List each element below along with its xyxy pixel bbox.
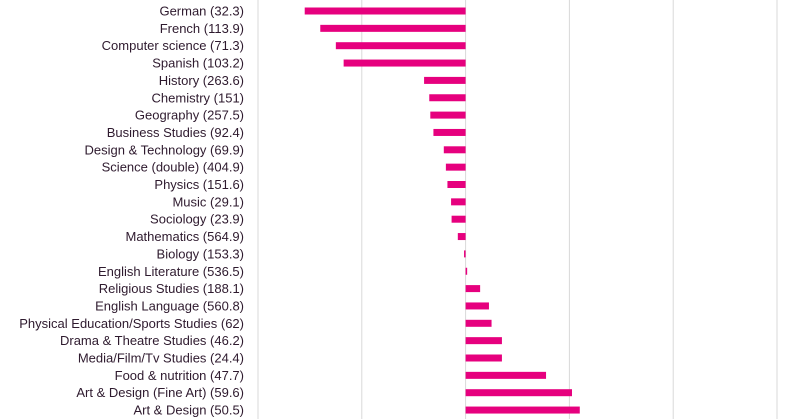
category-labels: German (32.3) French (113.9) Computer scie…	[19, 4, 244, 418]
category-label: Spanish (103.2)	[152, 56, 244, 71]
category-label: Art & Design (50.5)	[133, 403, 244, 418]
category-label: Religious Studies (188.1)	[99, 281, 244, 296]
category-label: Computer science (71.3)	[102, 38, 244, 53]
bar	[445, 163, 466, 171]
bar	[424, 76, 466, 84]
category-label: History (263.6)	[159, 73, 244, 88]
category-label: Chemistry (151)	[152, 90, 244, 105]
category-label: Science (double) (404.9)	[102, 160, 244, 175]
bar	[465, 406, 580, 414]
bar	[304, 7, 466, 15]
bar	[429, 94, 466, 102]
bar	[465, 267, 468, 275]
bar	[447, 181, 466, 188]
category-label: Design & Technology (69.9)	[85, 142, 244, 157]
category-label: German (32.3)	[159, 4, 244, 19]
bars	[304, 7, 580, 414]
category-label: Physical Education/Sports Studies (62)	[19, 316, 244, 331]
bar	[465, 354, 502, 362]
bar	[465, 285, 481, 293]
category-label: Physics (151.6)	[154, 177, 244, 192]
category-label: Music (29.1)	[172, 194, 244, 209]
gridlines	[257, 0, 778, 419]
bar	[464, 250, 466, 258]
bar	[465, 302, 489, 310]
category-label: English Literature (536.5)	[98, 264, 244, 279]
bar	[451, 215, 466, 223]
category-label: Mathematics (564.9)	[126, 229, 245, 244]
category-label: Media/Film/Tv Studies (24.4)	[78, 351, 244, 366]
bar	[343, 59, 466, 67]
category-label: Business Studies (92.4)	[107, 125, 244, 140]
bar	[457, 233, 466, 241]
category-label: French (113.9)	[160, 21, 244, 36]
bar	[320, 24, 466, 32]
category-label: Art & Design (Fine Art) (59.6)	[76, 385, 244, 400]
category-label: Biology (153.3)	[157, 246, 244, 261]
category-label: English Language (560.8)	[95, 298, 244, 313]
bar	[430, 111, 466, 119]
category-label: Food & nutrition (47.7)	[115, 368, 244, 383]
category-label: Drama & Theatre Studies (46.2)	[60, 333, 244, 348]
bar	[465, 389, 572, 397]
category-label: Sociology (23.9)	[150, 212, 244, 227]
bar	[465, 371, 547, 379]
category-label: Geography (257.5)	[135, 108, 244, 123]
bar	[433, 128, 466, 136]
bar	[465, 319, 492, 327]
bar	[451, 198, 466, 206]
bar	[335, 42, 466, 50]
bar	[465, 337, 502, 345]
bar	[443, 146, 466, 154]
